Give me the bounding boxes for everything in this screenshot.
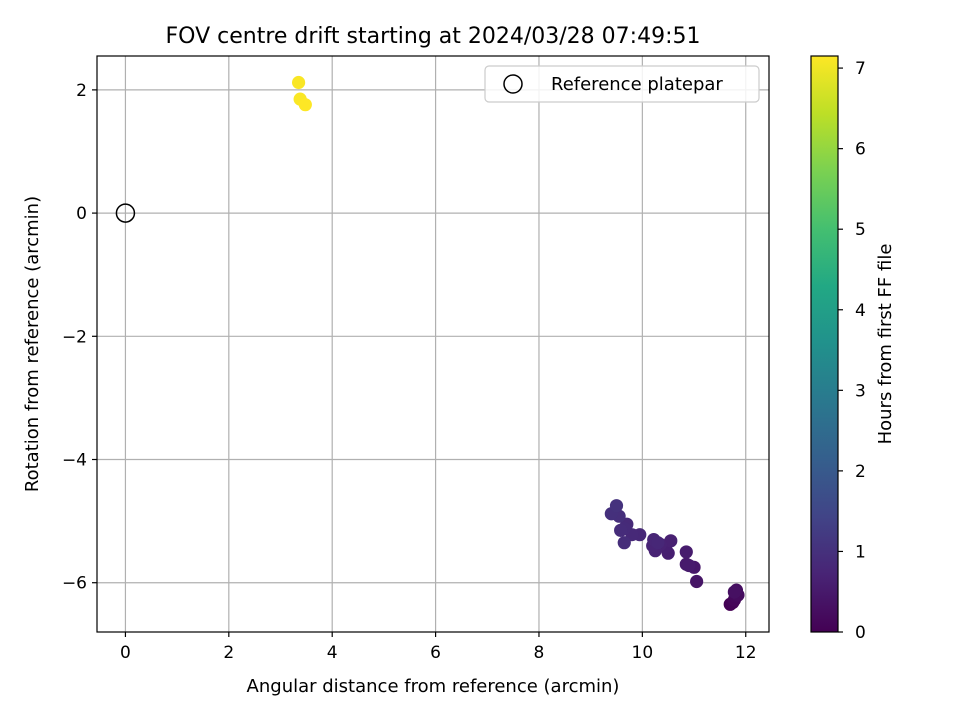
- colorbar-tick-label: 6: [855, 140, 866, 160]
- colorbar-tick-label: 4: [855, 301, 866, 321]
- scatter-point: [728, 585, 741, 598]
- colorbar-tick-label: 1: [855, 542, 866, 562]
- legend-label-reference: Reference platepar: [551, 74, 723, 95]
- scatter-point: [299, 98, 312, 111]
- x-tick-label: 10: [632, 643, 654, 663]
- colorbar-label: Hours from first FF file: [875, 244, 896, 445]
- x-tick-label: 6: [430, 643, 441, 663]
- scatter-point: [680, 545, 693, 558]
- y-tick-label: 2: [76, 81, 87, 101]
- scatter-point: [690, 575, 703, 588]
- plot-area: 0 2 4 6 8 10 12 2 0 −2 −4 −6: [62, 56, 769, 663]
- y-tick-label: −6: [62, 574, 87, 594]
- y-axis-label: Rotation from reference (arcmin): [22, 196, 43, 492]
- scatter-point: [651, 536, 664, 549]
- colorbar-tick-label: 2: [855, 462, 866, 482]
- colorbar-gradient: [811, 56, 838, 632]
- y-tick-label: −2: [62, 327, 87, 347]
- scatter-point: [682, 559, 695, 572]
- x-tick-label: 8: [534, 643, 545, 663]
- chart-title: FOV centre drift starting at 2024/03/28 …: [166, 24, 701, 49]
- legend: Reference platepar: [485, 66, 759, 102]
- x-axis-label: Angular distance from reference (arcmin): [247, 676, 620, 697]
- colorbar: 0 1 2 3 4 5 6 7 Hours from first FF file: [811, 56, 896, 643]
- colorbar-tick-label: 3: [855, 381, 866, 401]
- scatter-point: [292, 76, 305, 89]
- scatter-point: [614, 524, 627, 537]
- x-tick-label: 4: [327, 643, 338, 663]
- x-tick-label: 0: [120, 643, 131, 663]
- colorbar-tick-label: 7: [855, 59, 866, 79]
- y-tick-label: 0: [76, 204, 87, 224]
- colorbar-tick-label: 5: [855, 220, 866, 240]
- scatter-point: [610, 499, 623, 512]
- x-tick-label: 2: [223, 643, 234, 663]
- y-tick-label: −4: [62, 451, 87, 471]
- scatter-point: [618, 536, 631, 549]
- colorbar-tick-label: 0: [855, 623, 866, 643]
- x-tick-label: 12: [735, 643, 757, 663]
- colorbar-ticks: 0 1 2 3 4 5 6 7: [838, 59, 866, 643]
